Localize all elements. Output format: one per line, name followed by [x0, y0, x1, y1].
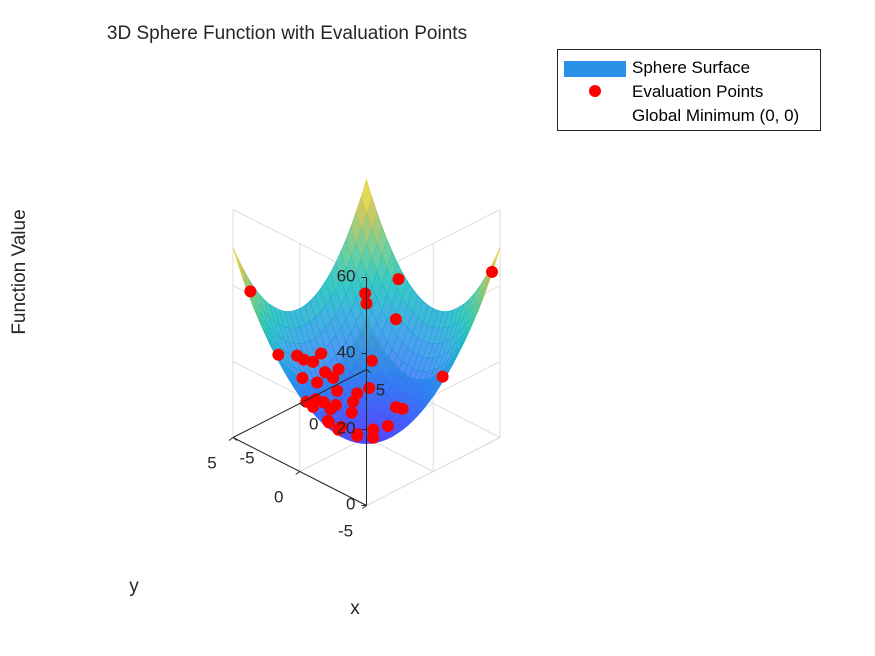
y-tick-label: 5: [207, 454, 216, 473]
axes: [228, 277, 371, 509]
evaluation-point: [389, 401, 402, 414]
x-tick-mark: [366, 369, 371, 373]
legend-item-minimum: Global Minimum (0, 0): [558, 103, 820, 127]
x-tick-label: 0: [309, 415, 318, 434]
evaluation-point: [331, 384, 344, 397]
y-tick-label: -5: [338, 522, 353, 541]
evaluation-point: [392, 273, 405, 286]
evaluation-point: [436, 370, 449, 383]
evaluation-point: [359, 287, 372, 300]
evaluation-point: [363, 382, 376, 394]
legend-item-surface: Sphere Surface: [558, 55, 820, 79]
point-marker-icon: [589, 85, 601, 97]
z-axis-label: Function Value: [9, 209, 30, 334]
evaluation-points: [244, 265, 498, 444]
evaluation-point: [321, 414, 334, 427]
legend-label-minimum: Global Minimum (0, 0): [632, 106, 800, 125]
evaluation-point: [351, 428, 364, 441]
evaluation-point: [486, 265, 498, 278]
z-tick-label: 20: [337, 419, 356, 438]
legend-label-surface: Sphere Surface: [632, 58, 751, 77]
evaluation-point: [332, 363, 345, 376]
evaluation-point: [324, 403, 337, 416]
evaluation-point: [335, 420, 348, 433]
evaluation-point: [297, 353, 310, 366]
tick-labels: -5 0 5 -5 0 5 0 20 40 60: [207, 267, 385, 541]
evaluation-point: [319, 366, 332, 379]
evaluation-point: [367, 423, 380, 436]
evaluation-point: [272, 348, 285, 361]
evaluation-point: [296, 372, 309, 384]
z-tick-label: 0: [346, 495, 355, 514]
legend-item-points: Evaluation Points: [558, 79, 820, 103]
y-tick-mark: [228, 437, 234, 441]
x-tick-mark: [232, 437, 238, 441]
evaluation-point: [307, 355, 320, 368]
evaluation-point: [345, 406, 358, 419]
z-tick-label: 60: [337, 267, 356, 286]
x-tick-mark: [299, 403, 305, 407]
evaluation-point: [351, 387, 364, 400]
evaluation-point: [381, 420, 394, 432]
legend-label-points: Evaluation Points: [632, 82, 764, 101]
evaluation-point: [244, 285, 257, 298]
evaluation-point: [315, 347, 328, 360]
evaluation-point: [367, 431, 380, 444]
y-axis-label: y: [129, 576, 139, 597]
chart-title: 3D Sphere Function with Evaluation Point…: [107, 23, 467, 44]
sphere-surface: [232, 178, 501, 444]
x-tick-label: 5: [376, 381, 385, 400]
evaluation-point: [389, 313, 402, 326]
surface-patch: [361, 178, 372, 214]
y-tick-label: 0: [274, 488, 283, 507]
x-tick-label: -5: [239, 449, 254, 468]
evaluation-point: [365, 354, 378, 367]
y-tick-mark: [295, 471, 301, 475]
evaluation-point: [311, 376, 324, 389]
x-axis-label: x: [350, 598, 360, 619]
legend: Sphere Surface Evaluation Points Global …: [557, 49, 821, 131]
z-tick-label: 40: [337, 343, 356, 362]
surface-swatch: [564, 61, 626, 77]
